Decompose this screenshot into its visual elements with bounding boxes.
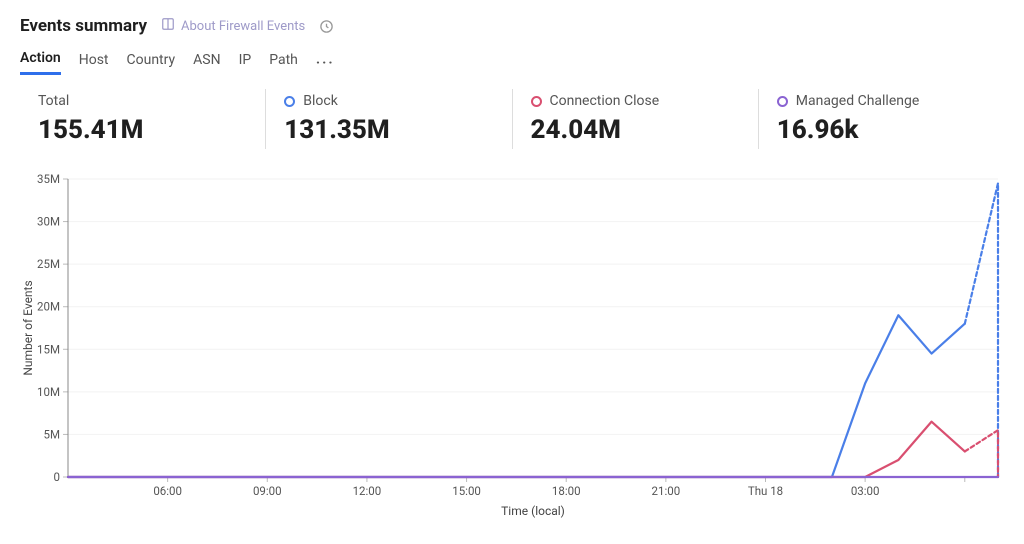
book-icon [161,17,175,35]
stat-value: 131.35M [284,115,493,145]
stat-card: Connection Close 24.04M [512,89,758,149]
svg-text:09:00: 09:00 [253,484,282,498]
about-link-label: About Firewall Events [181,19,305,34]
tab-path[interactable]: Path [269,52,298,74]
stat-label: Block [303,93,338,109]
svg-text:25M: 25M [37,257,60,271]
svg-text:15:00: 15:00 [452,484,481,498]
clock-refresh-icon[interactable] [319,19,334,34]
tab-asn[interactable]: ASN [193,52,220,74]
stat-card: Total 155.41M [20,89,265,149]
tab-country[interactable]: Country [127,52,176,74]
stat-card: Block 131.35M [265,89,511,149]
stat-card: Managed Challenge 16.96k [758,89,1004,149]
svg-text:0: 0 [54,470,60,484]
svg-text:30M: 30M [37,215,60,229]
stat-label: Managed Challenge [796,93,920,109]
svg-text:20M: 20M [37,300,60,314]
about-firewall-events-link[interactable]: About Firewall Events [161,17,305,35]
svg-text:21:00: 21:00 [652,484,681,498]
stat-label: Connection Close [550,93,660,109]
svg-text:Number of Events: Number of Events [21,280,35,375]
svg-text:06:00: 06:00 [153,484,182,498]
stat-value: 16.96k [777,115,986,145]
series-marker-icon [531,96,542,107]
svg-text:12:00: 12:00 [353,484,382,498]
stat-label: Total [38,93,69,109]
svg-text:10M: 10M [37,385,60,399]
tab-host[interactable]: Host [79,52,109,74]
events-timeseries-chart: 0 5M 10M 15M 20M 25M 30M 35M 06:00 09:00 12:00 15:0… [20,163,1004,519]
page-title: Events summary [20,16,147,36]
tab-action[interactable]: Action [20,50,61,75]
stat-value: 155.41M [38,115,247,145]
svg-text:35M: 35M [37,172,60,186]
stats-row: Total 155.41M Block 131.35M Connection Close… [20,89,1004,149]
svg-text:5M: 5M [43,427,60,441]
series-marker-icon [777,96,788,107]
summary-tabs: Action Host Country ASN IP Path ··· [20,50,1004,75]
svg-text:18:00: 18:00 [552,484,581,498]
svg-text:15M: 15M [37,342,60,356]
svg-text:Thu 18: Thu 18 [748,484,783,498]
svg-text:03:00: 03:00 [851,484,880,498]
series-marker-icon [284,96,295,107]
tabs-overflow-icon[interactable]: ··· [316,55,335,71]
tab-ip[interactable]: IP [239,52,252,74]
svg-text:Time (local): Time (local) [501,504,565,518]
stat-value: 24.04M [531,115,740,145]
